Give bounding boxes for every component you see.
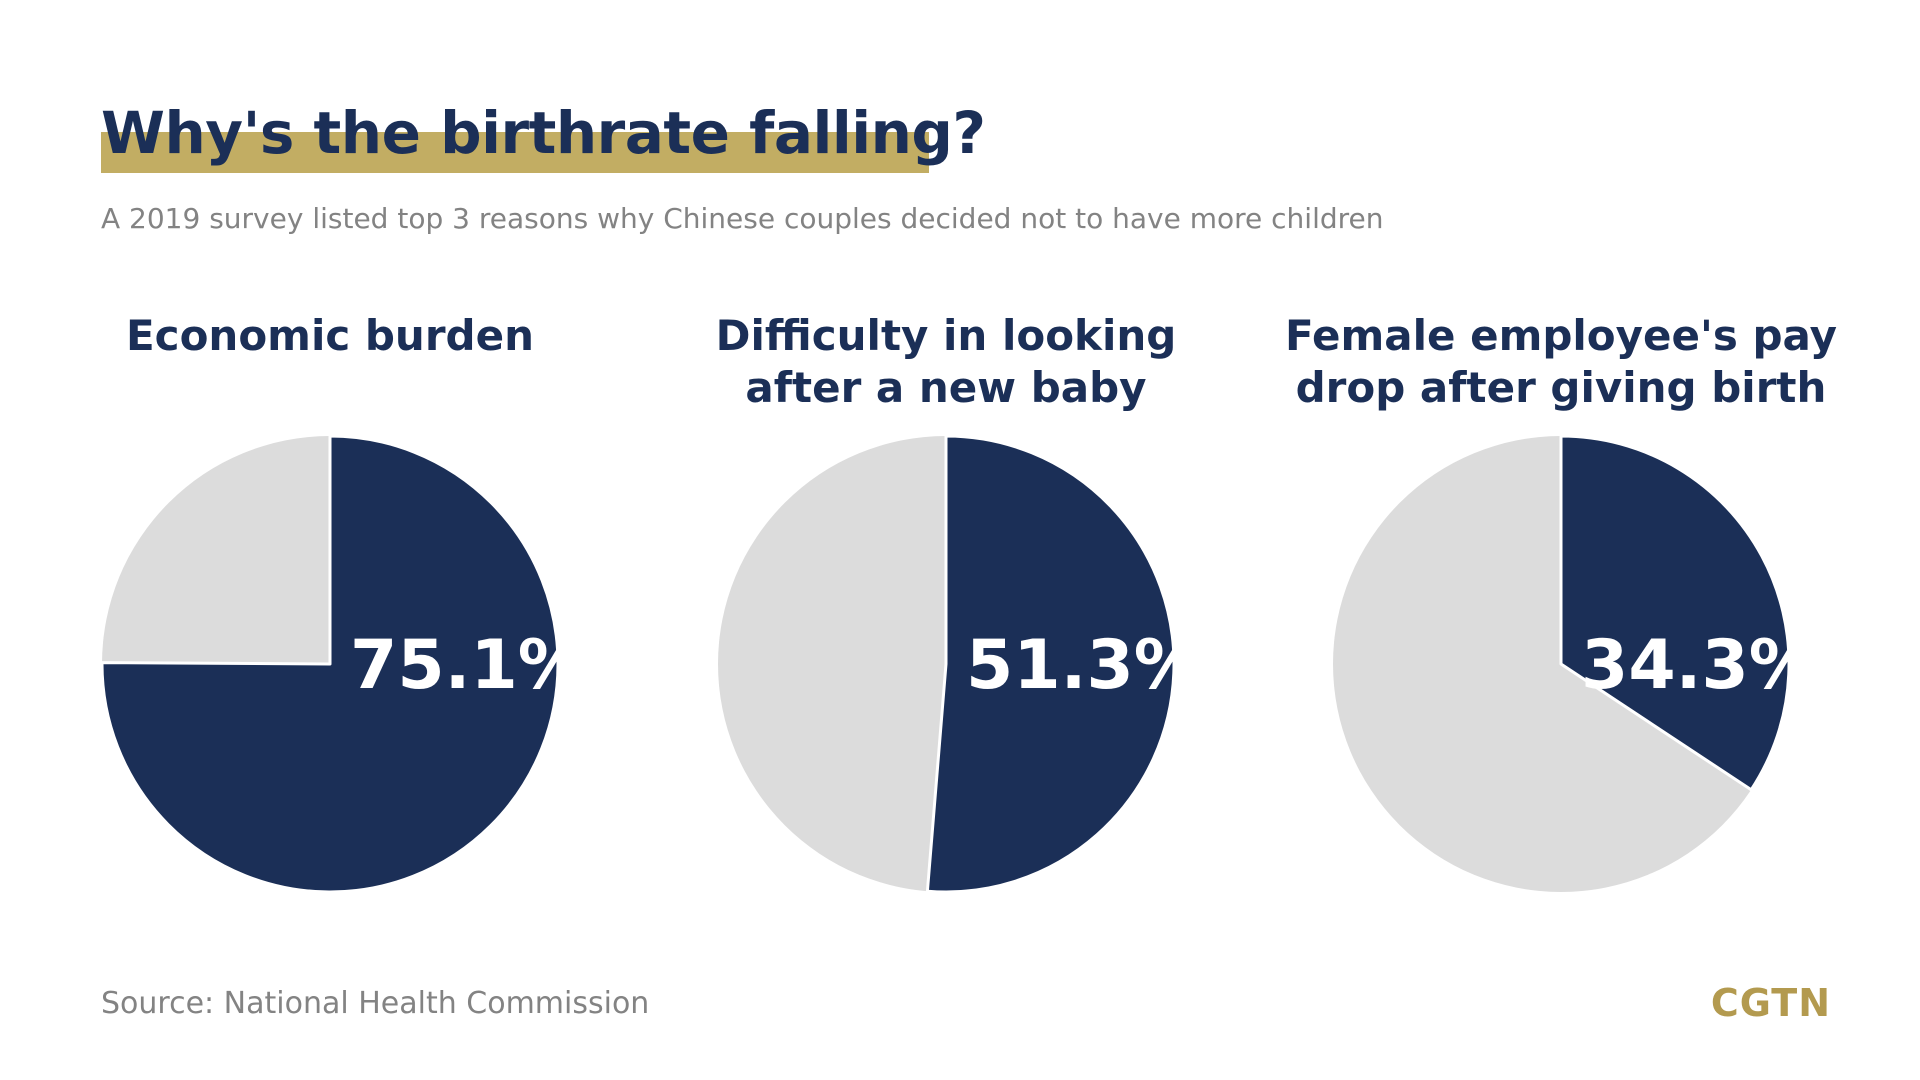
pie: 51.3% xyxy=(718,434,1176,894)
pie: 34.3% xyxy=(1333,434,1791,892)
chart-title: Difficulty in looking after a new baby xyxy=(715,311,1177,412)
source-note: Source: National Health Commission xyxy=(101,986,650,1021)
pie-value-label: 75.1% xyxy=(350,626,560,705)
pie-chart-2: Difficulty in looking after a new baby 5… xyxy=(636,310,1256,910)
title-highlight-bar xyxy=(101,132,929,173)
chart-title: Female employee's pay drop after giving … xyxy=(1285,311,1837,412)
chart-title: Economic burden xyxy=(125,311,534,360)
cgtn-logo: CGTN xyxy=(1710,981,1831,1025)
pie: 75.1% xyxy=(100,434,560,894)
title-block: Why's the birthrate falling? xyxy=(101,88,986,178)
pie-slice-value xyxy=(1559,434,1791,792)
pie-chart-1: Economic burden 75.1% xyxy=(20,310,640,910)
pie-chart-3: Female employee's pay drop after giving … xyxy=(1251,310,1871,910)
page-title: Why's the birthrate falling? xyxy=(101,99,986,167)
pie-slice-value xyxy=(925,434,1176,894)
pie-slice-value xyxy=(100,434,560,894)
pie-value-label: 34.3% xyxy=(1581,626,1791,705)
pie-value-label: 51.3% xyxy=(966,626,1176,705)
page-subtitle: A 2019 survey listed top 3 reasons why C… xyxy=(101,202,1384,235)
